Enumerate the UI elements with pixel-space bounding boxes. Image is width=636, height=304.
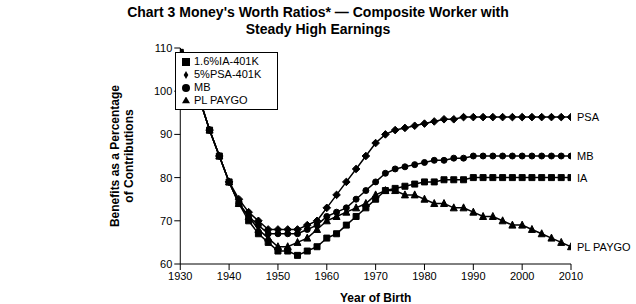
- html-text:PL PAYGO: PL PAYGO: [194, 94, 248, 106]
- svg-text:80: 80: [160, 172, 172, 184]
- svg-text:IA: IA: [577, 172, 588, 184]
- html-text:Chart 3 Money's Worth Ratios*: Chart 3 Money's Worth Ratios* — Composit…: [127, 4, 509, 37]
- html-text:MB: MB: [194, 81, 211, 93]
- svg-text:1950: 1950: [266, 270, 290, 282]
- svg-text:PSA: PSA: [577, 111, 600, 123]
- svg-text:100: 100: [154, 85, 172, 97]
- svg-text:1980: 1980: [412, 270, 436, 282]
- svg-text:1940: 1940: [217, 270, 241, 282]
- svg-text:1930: 1930: [168, 270, 192, 282]
- svg-text:1960: 1960: [315, 270, 339, 282]
- html-text:1.6%IA-401K: 1.6%IA-401K: [194, 55, 259, 67]
- svg-text:Year of Birth: Year of Birth: [340, 291, 411, 304]
- svg-text:70: 70: [160, 215, 172, 227]
- svg-text:110: 110: [155, 42, 173, 54]
- svg-text:2010: 2010: [559, 270, 583, 282]
- html-text:5%PSA-401K: 5%PSA-401K: [194, 68, 262, 80]
- svg-text:1990: 1990: [461, 270, 485, 282]
- svg-text:Benefits as a Percentageof Con: Benefits as a Percentageof Contributions: [108, 85, 136, 227]
- svg-text:90: 90: [160, 128, 172, 140]
- svg-text:MB: MB: [577, 150, 594, 162]
- svg-text:2000: 2000: [510, 270, 534, 282]
- svg-text:60: 60: [160, 258, 172, 270]
- svg-text:1970: 1970: [363, 270, 387, 282]
- svg-text:PL PAYGO: PL PAYGO: [577, 241, 628, 253]
